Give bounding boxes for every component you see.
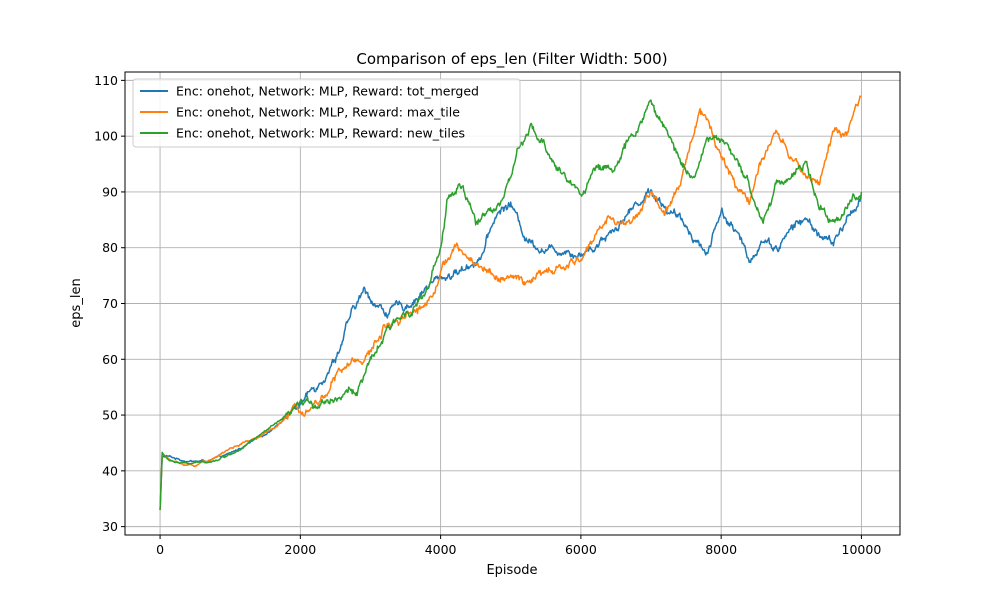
x-tick-label: 4000	[425, 542, 457, 557]
series-line-2	[159, 95, 862, 510]
y-tick-label: 110	[94, 73, 118, 88]
y-tick-label: 30	[102, 519, 118, 534]
y-axis-label: eps_len	[69, 278, 84, 327]
x-tick-label: 0	[156, 542, 164, 557]
y-tick-label: 100	[94, 129, 118, 144]
y-tick-label: 50	[102, 408, 118, 423]
x-tick-label: 8000	[705, 542, 737, 557]
x-tick-label: 2000	[284, 542, 316, 557]
x-axis: 0 2000 4000 6000 8000 10000	[156, 535, 881, 557]
legend-box	[132, 78, 521, 148]
y-tick-label: 60	[102, 352, 118, 367]
x-axis-label: Episode	[486, 563, 537, 578]
chart-title: Comparison of eps_len (Filter Width: 500…	[356, 50, 667, 69]
y-tick-label: 80	[102, 240, 118, 255]
series-line-1	[159, 187, 863, 510]
y-tick-label: 70	[102, 296, 118, 311]
legend: Enc: onehot, Network: MLP, Reward: tot_m…	[132, 78, 521, 148]
x-tick-label: 10000	[842, 542, 882, 557]
y-tick-label: 90	[102, 184, 118, 199]
series-layer	[159, 95, 863, 510]
legend-label-2: Enc: onehot, Network: MLP, Reward: max_t…	[176, 105, 460, 120]
y-tick-label: 40	[102, 463, 118, 478]
legend-label-1: Enc: onehot, Network: MLP, Reward: tot_m…	[176, 84, 479, 99]
y-axis: 30 40 50 60 70 80 90 100 110	[94, 73, 125, 534]
series-line-3	[159, 99, 863, 510]
x-tick-label: 6000	[565, 542, 597, 557]
legend-label-3: Enc: onehot, Network: MLP, Reward: new_t…	[176, 126, 465, 141]
